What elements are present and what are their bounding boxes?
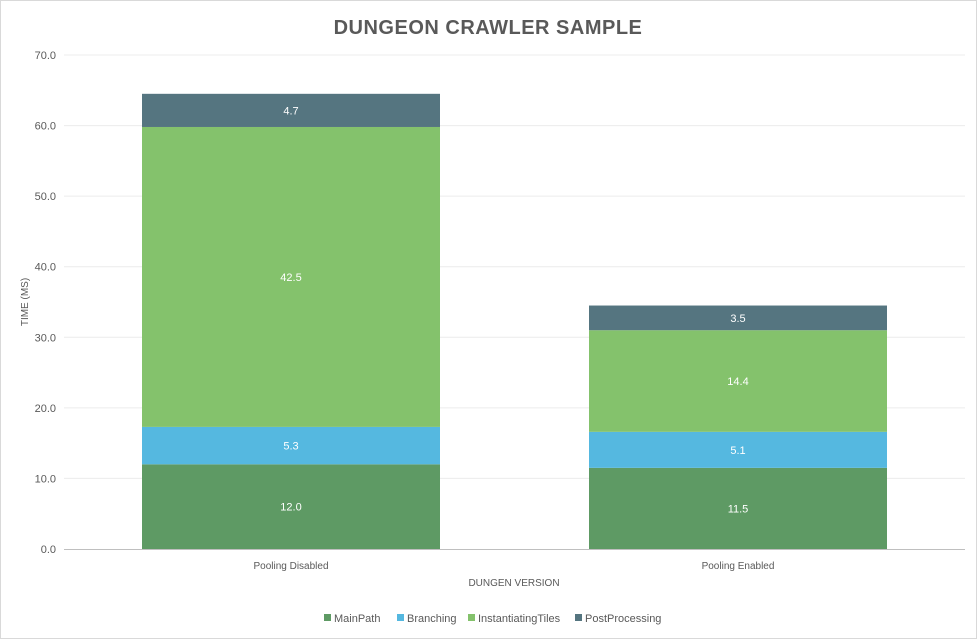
legend-item: MainPath <box>324 613 380 625</box>
data-label: 5.1 <box>730 445 745 457</box>
legend-item: Branching <box>397 613 457 625</box>
y-axis-label: TIME (MS) <box>20 278 31 326</box>
y-tick-label: 10.0 <box>35 473 56 485</box>
x-tick-label: Pooling Disabled <box>253 561 328 572</box>
legend-label: InstantiatingTiles <box>478 613 561 625</box>
y-tick-label: 70.0 <box>35 50 56 62</box>
legend-swatch <box>468 614 475 621</box>
bar-segment-mainpath <box>142 464 440 549</box>
legend-label: PostProcessing <box>585 613 661 625</box>
bar-segment-postprocessing <box>589 305 887 331</box>
y-tick-label: 0.0 <box>41 544 56 556</box>
data-label: 3.5 <box>730 313 745 325</box>
data-label: 4.7 <box>283 105 298 117</box>
legend-swatch <box>575 614 582 621</box>
y-tick-label: 20.0 <box>35 403 56 415</box>
legend-swatch <box>397 614 404 621</box>
x-tick-label: Pooling Enabled <box>702 561 775 572</box>
chart-title: DUNGEON CRAWLER SAMPLE <box>334 17 643 39</box>
bar-segment-postprocessing <box>142 93 440 127</box>
y-tick-label: 30.0 <box>35 332 56 344</box>
bar-segment-instantiatingtiles <box>589 330 887 432</box>
data-label: 14.4 <box>727 376 748 388</box>
legend-swatch <box>324 614 331 621</box>
legend-item: InstantiatingTiles <box>468 613 561 625</box>
bar-segment-branching <box>589 431 887 468</box>
legend-label: MainPath <box>334 613 380 625</box>
x-axis-label: DUNGEN VERSION <box>468 578 559 589</box>
y-tick-label: 60.0 <box>35 121 56 133</box>
legend-label: Branching <box>407 613 457 625</box>
bar-segment-instantiatingtiles <box>142 126 440 427</box>
data-label: 5.3 <box>283 441 298 453</box>
data-label: 42.5 <box>280 272 301 284</box>
y-tick-label: 50.0 <box>35 191 56 203</box>
bar-segment-mainpath <box>589 467 887 549</box>
y-tick-label: 40.0 <box>35 262 56 274</box>
data-label: 12.0 <box>280 502 301 514</box>
legend-item: PostProcessing <box>575 613 661 625</box>
bar-segment-branching <box>142 426 440 465</box>
data-label: 11.5 <box>728 503 749 515</box>
